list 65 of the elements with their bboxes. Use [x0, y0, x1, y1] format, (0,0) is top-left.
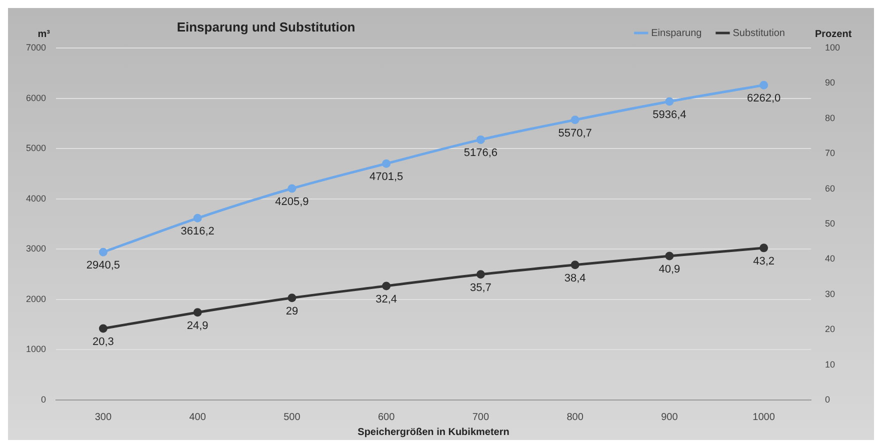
legend-label: Einsparung — [651, 28, 702, 39]
point — [760, 244, 768, 252]
x-tick-label: 600 — [378, 412, 396, 423]
data-label: 3616,2 — [180, 226, 214, 238]
point — [288, 294, 296, 302]
point — [665, 252, 674, 260]
y2-tick-label: 100 — [824, 42, 840, 52]
data-label: 35,7 — [470, 282, 492, 294]
y-tick-label: 5000 — [26, 143, 46, 154]
point — [760, 80, 768, 90]
legend-label: Substitution — [732, 28, 785, 39]
y-tick-label: 0 — [41, 394, 46, 404]
point — [98, 324, 108, 333]
point — [665, 97, 674, 106]
data-label: 43,2 — [753, 255, 775, 268]
x-tick-label: 1000 — [752, 412, 776, 423]
x-tick-label: 700 — [472, 412, 490, 423]
x-tick-label: 300 — [94, 412, 112, 423]
y2-tick-label: 60 — [824, 183, 835, 194]
data-label: 24,9 — [186, 320, 208, 332]
x-tick-label: 400 — [189, 412, 206, 423]
y-tick-label: 3000 — [26, 244, 46, 254]
data-label: 5936,4 — [652, 109, 686, 122]
y-tick-label: 2000 — [26, 294, 46, 304]
x-tick-label: 500 — [284, 412, 301, 423]
data-label: 20,3 — [92, 336, 114, 348]
data-label: 40,9 — [658, 264, 680, 276]
y2-tick-label: 10 — [824, 359, 835, 370]
data-label: 32,4 — [376, 293, 398, 306]
point — [476, 135, 485, 144]
point — [288, 184, 296, 193]
point — [382, 159, 391, 168]
point — [570, 260, 580, 270]
data-label: 2940,5 — [86, 260, 120, 272]
data-label: 5176,6 — [464, 147, 498, 160]
point — [193, 214, 202, 222]
y-tick-label: 7000 — [26, 42, 46, 52]
data-label: 38,4 — [564, 272, 586, 284]
y2-tick-label: 40 — [824, 254, 835, 264]
y-tick-label: 4000 — [26, 193, 46, 204]
data-label: 4205,9 — [275, 196, 309, 208]
y2-tick-label: 80 — [824, 112, 835, 123]
data-label: 4701,5 — [369, 171, 404, 184]
y2-tick-label: 30 — [824, 288, 835, 299]
y2-tick-label: 50 — [824, 218, 835, 228]
y2-tick-label: 70 — [824, 148, 835, 158]
point — [193, 308, 202, 317]
x-tick-label: 900 — [661, 412, 678, 423]
chart-title: Einsparung und Substitution — [176, 20, 356, 35]
data-label: 5570,7 — [558, 127, 592, 140]
point — [570, 116, 580, 124]
point — [382, 282, 391, 290]
y-tick-label: 1000 — [26, 344, 46, 354]
data-label: 6262,0 — [746, 92, 781, 105]
y2-tick-label: 90 — [824, 78, 835, 88]
y-axis-title: m³ — [38, 28, 51, 40]
y2-tick-label: 0 — [824, 394, 830, 404]
x-tick-label: 800 — [566, 412, 584, 423]
y2-axis-title: Prozent — [814, 28, 852, 40]
point — [98, 248, 108, 256]
y-tick-label: 6000 — [26, 92, 46, 103]
point — [476, 270, 485, 279]
data-label: 29 — [286, 305, 298, 318]
y2-tick-label: 20 — [824, 324, 835, 334]
x-axis-title: Speichergrößen in Kubikmetern — [358, 426, 510, 438]
